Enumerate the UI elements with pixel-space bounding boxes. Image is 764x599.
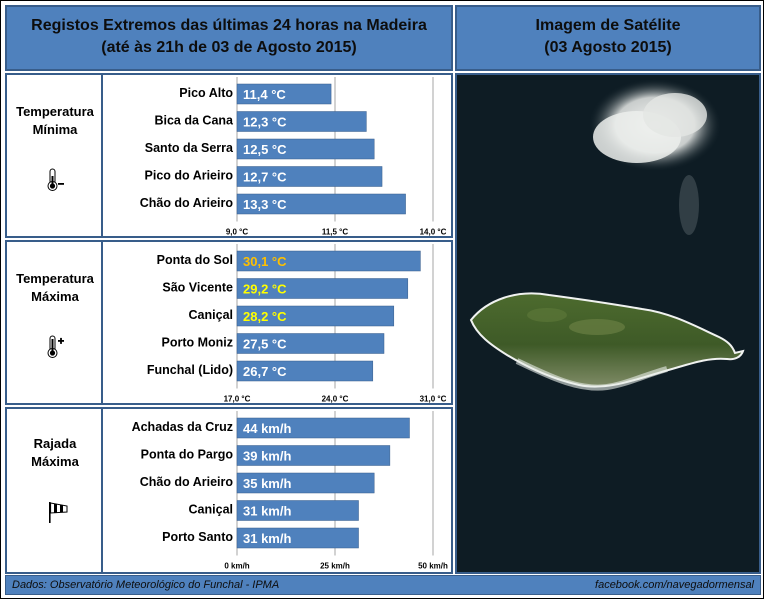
panel-label-line1: Temperatura: [16, 104, 94, 119]
panel-label-line2: Mínima: [32, 122, 78, 137]
madeira-satellite-picture: [457, 75, 759, 572]
category-label: São Vicente: [162, 281, 233, 295]
category-label: Pico Alto: [179, 86, 233, 100]
data-label: 39 km/h: [243, 449, 291, 464]
bar: [236, 193, 406, 215]
data-label: 44 km/h: [243, 421, 291, 436]
data-label: 28,2 °C: [243, 309, 287, 324]
x-tick-label: 11,5 °C: [322, 228, 349, 237]
min-temp-panel-label: Temperatura Mínima: [7, 75, 103, 236]
bar: [236, 278, 409, 299]
windsock-icon: [49, 502, 68, 523]
data-label: 12,5 °C: [243, 142, 287, 157]
min-temp-chart: 9,0 °C 11,5 °C 14,0 °C Pico Alto 11,4 °C Bica…: [140, 77, 447, 237]
category-label: Bica da Cana: [154, 114, 234, 128]
thermometer-plus-icon: [47, 335, 64, 358]
gust-panel-label: Rajada Máxima: [7, 409, 103, 572]
x-tick-label: 50 km/h: [418, 562, 448, 571]
category-label: Chão do Arieiro: [140, 196, 234, 210]
bar: [236, 527, 359, 549]
max-temp-panel-label: Temperatura Máxima: [7, 242, 103, 403]
data-label: 29,2 °C: [243, 282, 287, 297]
data-label: 13,3 °C: [243, 197, 287, 212]
satellite-title-header: Imagem de Satélite (03 Agosto 2015): [455, 5, 761, 71]
bar: [236, 417, 410, 439]
data-label: 12,7 °C: [243, 170, 287, 185]
panel-label-line2: Máxima: [31, 454, 79, 469]
bar: [236, 333, 385, 354]
gust-chart: 0 km/h 25 km/h 50 km/h Achadas da Cruz 44 km…: [132, 411, 448, 571]
satellite-subtitle: (03 Agosto 2015): [544, 39, 672, 56]
data-label: 30,1 °C: [243, 254, 287, 269]
data-label: 12,3 °C: [243, 115, 287, 130]
bar: [236, 500, 359, 521]
panel-label-line1: Temperatura: [16, 271, 94, 286]
gust-panel: Rajada Máxima 0 km/h 25 km/h 50 km/h Achada…: [5, 407, 453, 574]
category-label: Pico do Arieiro: [145, 169, 234, 183]
max-temp-panel: Temperatura Máxima 17,0 °C 24,0 °C 31,0 °C…: [5, 240, 453, 405]
category-label: Achadas da Cruz: [132, 420, 233, 434]
data-label: 31 km/h: [243, 504, 291, 519]
bar: [236, 305, 395, 327]
data-label: 27,5 °C: [243, 337, 287, 352]
category-label: Chão do Arieiro: [140, 475, 234, 489]
min-temp-panel: Temperatura Mínima 9,0 °C 11,5 °C 14,0 °C P…: [5, 73, 453, 238]
main-subtitle: (até às 21h de 03 de Agosto 2015): [101, 39, 357, 56]
data-label: 31 km/h: [243, 531, 291, 546]
x-tick-label: 0 km/h: [224, 562, 249, 571]
footer-bar: Dados: Observatório Meteorológico do Fun…: [5, 575, 761, 595]
bar: [236, 250, 421, 272]
bar: [236, 360, 374, 382]
category-label: Ponta do Sol: [157, 253, 233, 267]
max-temp-chart: 17,0 °C 24,0 °C 31,0 °C Ponta do Sol 30,1 °C…: [147, 244, 447, 404]
bar: [236, 472, 375, 494]
category-label: Porto Moniz: [161, 336, 233, 350]
satellite-image: [455, 73, 761, 574]
bar: [236, 166, 383, 187]
panel-label-line2: Máxima: [31, 289, 79, 304]
bar: [236, 445, 391, 466]
category-label: Caniçal: [189, 308, 233, 322]
x-tick-label: 25 km/h: [320, 562, 350, 571]
data-label: 26,7 °C: [243, 364, 287, 379]
x-tick-label: 14,0 °C: [420, 228, 447, 237]
main-title: Registos Extremos das últimas 24 horas n…: [31, 17, 427, 34]
data-label: 11,4 °C: [243, 87, 286, 102]
category-label: Santo da Serra: [145, 141, 234, 155]
panel-label-line1: Rajada: [33, 436, 77, 451]
x-tick-label: 24,0 °C: [322, 395, 349, 404]
satellite-title: Imagem de Satélite: [535, 17, 681, 34]
bar: [236, 111, 367, 132]
data-label: 35 km/h: [243, 476, 291, 491]
facebook-credit-link[interactable]: facebook.com/navegadormensal: [595, 579, 754, 591]
x-tick-label: 17,0 °C: [224, 395, 251, 404]
bar: [236, 83, 332, 105]
thermometer-minus-icon: [47, 168, 64, 191]
x-tick-label: 31,0 °C: [420, 395, 447, 404]
category-label: Ponta do Pargo: [141, 448, 234, 462]
category-label: Funchal (Lido): [147, 363, 233, 377]
category-label: Caniçal: [189, 503, 233, 517]
data-source-text: Dados: Observatório Meteorológico do Fun…: [12, 579, 280, 591]
main-title-header: Registos Extremos das últimas 24 horas n…: [5, 5, 453, 71]
category-label: Porto Santo: [162, 530, 233, 544]
x-tick-label: 9,0 °C: [226, 228, 249, 237]
bar: [236, 138, 375, 160]
